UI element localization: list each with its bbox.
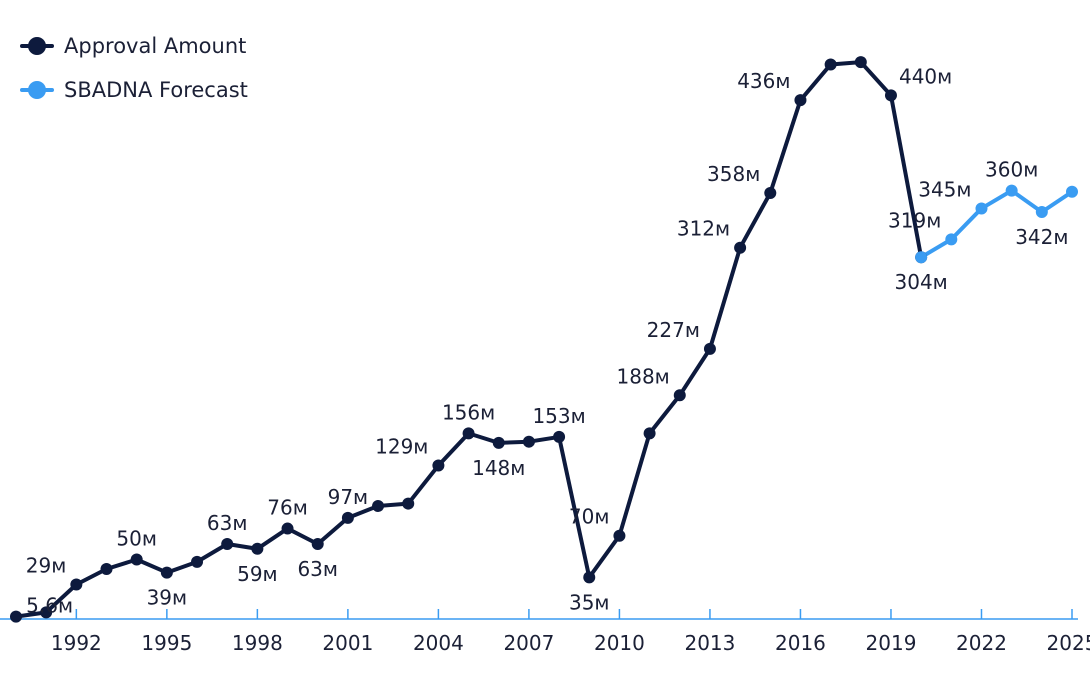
data-label-approval-amount-1997: 63м xyxy=(207,511,248,535)
data-label-approval-amount-2013: 227м xyxy=(647,318,700,342)
data-labels: 5.6м 29м 50м 39м 63м 59м 76м 63м 97м 129м 156м 148м… xyxy=(26,64,1069,617)
data-label-approval-amount-2009: 35м xyxy=(569,590,610,614)
data-point-sbadna-forecast-2025[interactable] xyxy=(1066,185,1078,198)
x-tick-label-2013: 2013 xyxy=(684,631,735,655)
data-point-approval-amount-1995[interactable] xyxy=(160,566,173,579)
data-point-approval-amount-2003[interactable] xyxy=(402,497,415,510)
data-point-approval-amount-2001[interactable] xyxy=(341,511,354,524)
legend-swatch-sbadna-forecast xyxy=(20,80,54,100)
data-point-approval-amount-2005[interactable] xyxy=(462,427,475,440)
legend-label-sbadna-forecast: SBADNA Forecast xyxy=(64,78,248,102)
data-point-sbadna-forecast-2024[interactable] xyxy=(1035,206,1048,219)
x-tick-label-1995: 1995 xyxy=(141,631,192,655)
data-label-approval-amount-2014: 312м xyxy=(677,217,730,241)
data-point-approval-amount-2008[interactable] xyxy=(553,430,566,443)
data-point-approval-amount-1990[interactable] xyxy=(10,610,22,623)
data-point-approval-amount-1997[interactable] xyxy=(221,538,234,551)
legend-label-approval-amount: Approval Amount xyxy=(64,34,247,58)
legend-item-approval-amount[interactable]: Approval Amount xyxy=(20,24,248,68)
data-label-approval-amount-2016: 436м xyxy=(737,69,790,93)
data-point-approval-amount-2013[interactable] xyxy=(703,342,716,355)
legend: Approval Amount SBADNA Forecast xyxy=(20,24,248,112)
data-label-approval-amount-2019: 440м xyxy=(899,64,952,88)
data-point-approval-amount-2018[interactable] xyxy=(854,56,867,69)
data-label-approval-amount-1994: 50м xyxy=(116,527,157,551)
data-point-approval-amount-2000[interactable] xyxy=(311,538,324,551)
data-label-approval-amount-2005: 156м xyxy=(442,400,495,424)
data-label-sbadna-forecast-2024: 342м xyxy=(1015,225,1068,249)
data-point-approval-amount-1994[interactable] xyxy=(130,553,143,566)
data-label-approval-amount-2008: 153м xyxy=(532,404,585,428)
data-label-approval-amount-2000: 63м xyxy=(297,557,338,581)
data-label-approval-amount-2001: 97м xyxy=(328,485,369,509)
legend-swatch-approval-amount xyxy=(20,36,54,56)
legend-item-sbadna-forecast[interactable]: SBADNA Forecast xyxy=(20,68,248,112)
data-point-approval-amount-1992[interactable] xyxy=(70,578,83,591)
data-point-approval-amount-1991[interactable] xyxy=(40,606,53,619)
x-tick-label-2016: 2016 xyxy=(775,631,826,655)
x-tick-label-2010: 2010 xyxy=(594,631,645,655)
data-point-approval-amount-2012[interactable] xyxy=(673,389,686,402)
data-label-approval-amount-1999: 76м xyxy=(267,496,308,520)
data-point-sbadna-forecast-2020[interactable] xyxy=(915,251,928,264)
x-tick-label-2022: 2022 xyxy=(956,631,1007,655)
legend-dot-approval-amount xyxy=(28,37,46,55)
data-point-approval-amount-2002[interactable] xyxy=(372,499,385,512)
data-label-approval-amount-1998: 59м xyxy=(237,562,278,586)
data-label-approval-amount-2006: 148м xyxy=(472,456,525,480)
data-point-approval-amount-2011[interactable] xyxy=(643,427,656,440)
data-point-approval-amount-2019[interactable] xyxy=(884,89,897,102)
data-point-approval-amount-1993[interactable] xyxy=(100,563,113,576)
x-axis-ticks xyxy=(75,609,1073,619)
series-lines xyxy=(14,60,1074,619)
x-axis-tick-labels: 1992 1995 1998 2001 2004 2007 2010 2013 2016 2019… xyxy=(51,631,1090,655)
data-point-approval-amount-1998[interactable] xyxy=(251,542,264,555)
data-point-approval-amount-2015[interactable] xyxy=(764,186,777,199)
data-point-approval-amount-1996[interactable] xyxy=(191,555,204,568)
data-point-approval-amount-2004[interactable] xyxy=(432,459,445,472)
data-label-approval-amount-2004: 129м xyxy=(375,434,428,458)
data-label-approval-amount-2010: 70м xyxy=(569,505,610,529)
x-tick-label-2007: 2007 xyxy=(503,631,554,655)
x-tick-label-1992: 1992 xyxy=(51,631,102,655)
data-point-approval-amount-2009[interactable] xyxy=(583,571,596,584)
data-point-approval-amount-1999[interactable] xyxy=(281,522,294,535)
data-label-approval-amount-2015: 358м xyxy=(707,162,760,186)
data-label-approval-amount-1995: 39м xyxy=(147,586,188,610)
data-point-approval-amount-2006[interactable] xyxy=(492,436,505,449)
data-points xyxy=(10,56,1078,623)
legend-dot-sbadna-forecast xyxy=(28,81,46,99)
x-tick-label-2001: 2001 xyxy=(322,631,373,655)
data-label-sbadna-forecast-2022: 345м xyxy=(918,177,971,201)
x-tick-label-1998: 1998 xyxy=(232,631,283,655)
data-point-sbadna-forecast-2022[interactable] xyxy=(975,202,988,215)
x-tick-label-2004: 2004 xyxy=(413,631,464,655)
data-point-approval-amount-2014[interactable] xyxy=(734,241,747,254)
data-point-approval-amount-2017[interactable] xyxy=(824,58,837,71)
data-label-sbadna-forecast-2023: 360м xyxy=(985,158,1038,182)
data-point-sbadna-forecast-2021[interactable] xyxy=(945,233,958,246)
data-label-approval-amount-1992: 29м xyxy=(26,553,67,577)
data-label-approval-amount-1991: 5.6м xyxy=(26,593,73,617)
data-label-sbadna-forecast-2021: 319м xyxy=(888,208,941,232)
data-label-approval-amount-2020: 304м xyxy=(895,270,948,294)
x-tick-label-2019: 2019 xyxy=(866,631,917,655)
data-label-approval-amount-2012: 188м xyxy=(617,364,670,388)
data-point-approval-amount-2007[interactable] xyxy=(522,435,535,448)
data-point-approval-amount-2010[interactable] xyxy=(613,529,626,542)
data-point-approval-amount-2016[interactable] xyxy=(794,94,807,107)
data-point-sbadna-forecast-2023[interactable] xyxy=(1005,184,1018,197)
